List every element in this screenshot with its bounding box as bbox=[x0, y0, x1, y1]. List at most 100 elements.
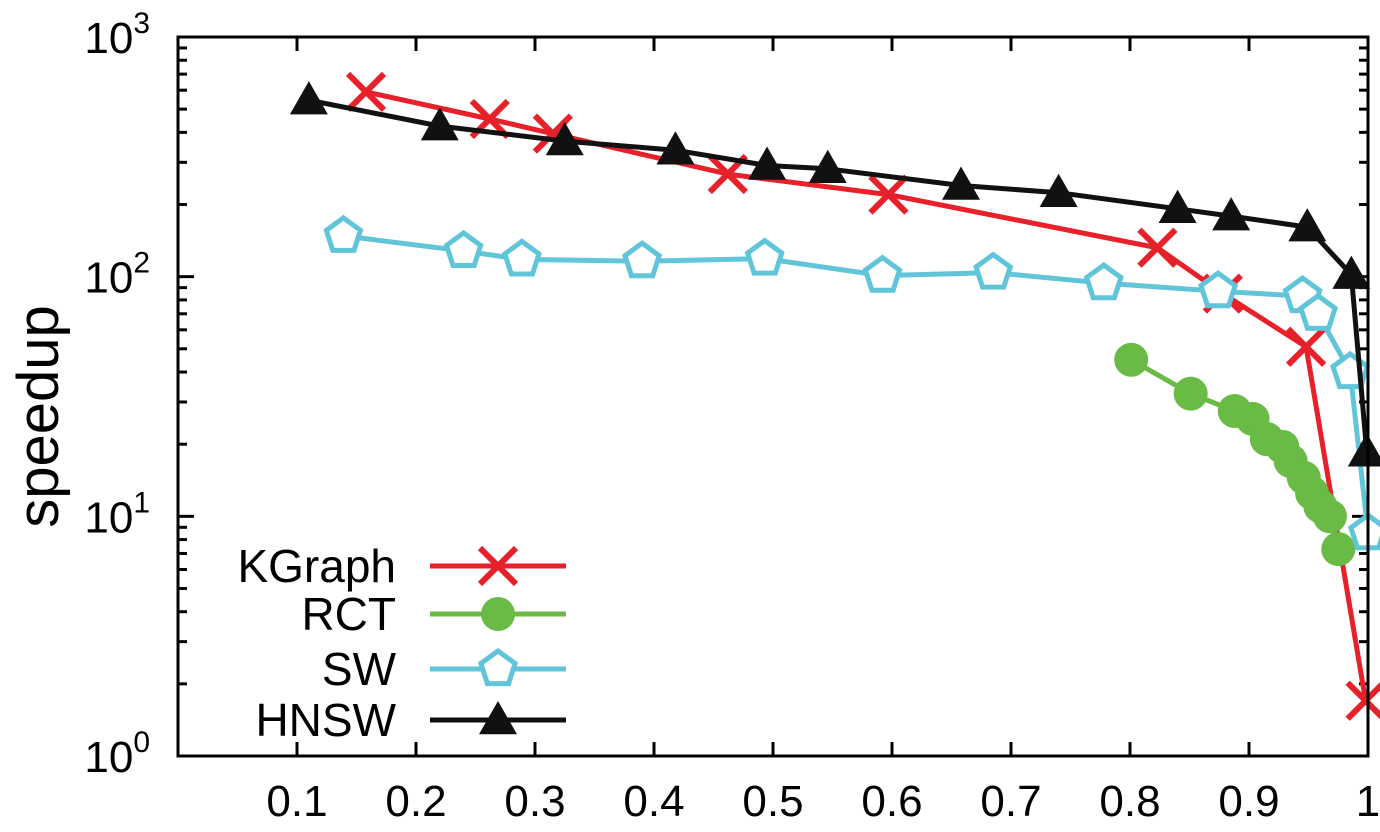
x-tick-label: 0.4 bbox=[623, 777, 684, 826]
y-tick-label: 103 bbox=[84, 7, 150, 63]
y-tick-label: 101 bbox=[84, 486, 150, 542]
data-point bbox=[289, 81, 328, 115]
marker-stroke bbox=[1137, 227, 1178, 268]
marker-shape bbox=[1039, 173, 1078, 207]
data-point bbox=[1197, 270, 1239, 309]
marker-stroke bbox=[345, 71, 387, 113]
legend-marker bbox=[477, 647, 519, 687]
legend-marker bbox=[481, 597, 515, 631]
y-axis-label: speedup bbox=[6, 305, 71, 528]
marker-shape bbox=[481, 597, 515, 631]
data-point bbox=[1039, 173, 1078, 207]
data-point bbox=[420, 107, 459, 141]
data-point bbox=[744, 237, 785, 276]
data-point bbox=[748, 146, 787, 180]
marker-shape bbox=[1347, 433, 1380, 467]
data-point bbox=[1312, 499, 1347, 534]
x-tick-label: 0.7 bbox=[980, 777, 1041, 826]
data-point bbox=[1158, 189, 1197, 224]
legend-label: HNSW bbox=[255, 694, 396, 746]
marker-shape bbox=[1312, 499, 1347, 534]
marker-stroke bbox=[1285, 326, 1327, 367]
legend-item: RCT bbox=[301, 588, 566, 640]
marker-stroke bbox=[532, 113, 573, 154]
series-rct bbox=[1114, 342, 1356, 567]
data-point bbox=[1288, 208, 1327, 242]
x-tick-label: 0.2 bbox=[385, 777, 446, 826]
legend-label: SW bbox=[322, 643, 397, 695]
x-tick-label: 0.8 bbox=[1099, 777, 1160, 826]
data-point bbox=[656, 131, 695, 165]
data-point bbox=[1173, 376, 1208, 411]
legend-marker bbox=[479, 701, 517, 735]
y-tick-label: 100 bbox=[84, 726, 150, 782]
data-point bbox=[808, 149, 847, 184]
y-tick-base: 10 bbox=[84, 733, 133, 782]
y-tick-exponent: 3 bbox=[133, 7, 150, 40]
marker-shape bbox=[862, 254, 903, 293]
data-point bbox=[868, 174, 909, 215]
data-point bbox=[1347, 512, 1380, 551]
marker-shape bbox=[1173, 376, 1208, 411]
y-tick-base: 10 bbox=[84, 14, 133, 63]
legend-marker bbox=[477, 545, 519, 587]
marker-shape bbox=[1083, 262, 1124, 301]
data-point bbox=[1332, 255, 1371, 289]
marker-shape bbox=[1297, 292, 1339, 331]
marker-shape bbox=[622, 240, 663, 279]
marker-shape bbox=[479, 701, 517, 735]
legend-label: RCT bbox=[301, 588, 396, 640]
data-point bbox=[501, 238, 542, 277]
y-tick-exponent: 1 bbox=[133, 486, 150, 519]
data-point bbox=[1212, 197, 1251, 231]
data-point bbox=[1297, 292, 1339, 331]
data-point bbox=[1345, 680, 1380, 721]
legend-item: HNSW bbox=[255, 694, 566, 746]
plot-series bbox=[289, 71, 1380, 721]
data-point bbox=[323, 214, 364, 253]
data-point bbox=[942, 166, 981, 200]
y-tick-base: 10 bbox=[84, 254, 133, 303]
marker-shape bbox=[656, 131, 695, 165]
marker-shape bbox=[477, 647, 519, 687]
marker-shape bbox=[323, 214, 364, 253]
marker-shape bbox=[1332, 255, 1371, 289]
data-point bbox=[545, 122, 584, 156]
marker-shape bbox=[942, 166, 981, 200]
series-line bbox=[1129, 357, 1341, 550]
marker-shape bbox=[1321, 532, 1356, 567]
marker-shape bbox=[1347, 512, 1380, 551]
data-point bbox=[1137, 227, 1178, 268]
marker-stroke bbox=[868, 174, 909, 215]
marker-shape bbox=[748, 146, 787, 180]
marker-stroke bbox=[477, 545, 519, 587]
marker-shape bbox=[501, 238, 542, 277]
x-tick-label: 0.1 bbox=[266, 777, 327, 826]
marker-shape bbox=[1288, 208, 1327, 242]
x-tick-label: 0.3 bbox=[504, 777, 565, 826]
marker-shape bbox=[443, 229, 484, 268]
x-tick-label: 0.5 bbox=[742, 777, 803, 826]
data-point bbox=[973, 251, 1014, 290]
marker-shape bbox=[1114, 342, 1149, 377]
legend-item: KGraph bbox=[237, 540, 566, 592]
data-point bbox=[1083, 262, 1124, 301]
series-line bbox=[365, 89, 1369, 702]
legend-item: SW bbox=[322, 643, 566, 695]
marker-shape bbox=[973, 251, 1014, 290]
marker-shape bbox=[420, 107, 459, 141]
marker-shape bbox=[1158, 189, 1197, 224]
series-hnsw bbox=[289, 81, 1380, 467]
x-tick-label: 0.9 bbox=[1218, 777, 1279, 826]
marker-stroke bbox=[1345, 682, 1380, 721]
marker-shape bbox=[1197, 270, 1239, 309]
data-point bbox=[862, 254, 903, 293]
plot-frame bbox=[176, 35, 1370, 758]
marker-shape bbox=[545, 122, 584, 156]
data-point bbox=[622, 240, 663, 279]
marker-shape bbox=[1212, 197, 1251, 231]
data-point bbox=[1347, 433, 1380, 467]
marker-shape bbox=[744, 237, 785, 276]
